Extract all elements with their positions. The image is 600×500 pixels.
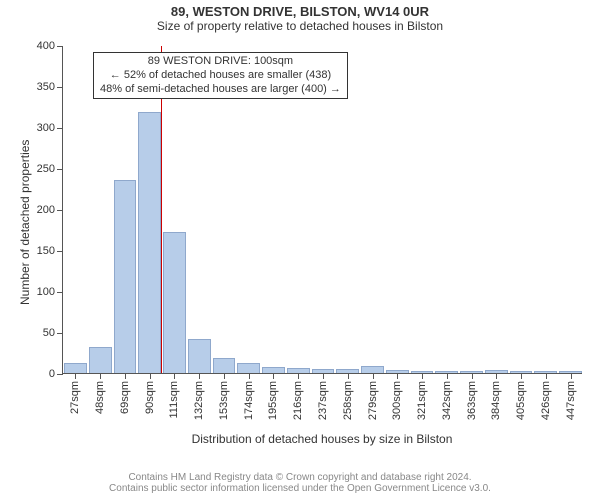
histogram-bar: [89, 347, 112, 373]
histogram-bar: [114, 180, 137, 373]
plot-region: 05010015020025030035040027sqm48sqm69sqm9…: [62, 46, 582, 374]
histogram-bar: [188, 339, 211, 373]
y-tick-label: 50: [43, 327, 55, 339]
annotation-line: 48% of semi-detached houses are larger (…: [100, 83, 341, 97]
x-tick-label: 153sqm: [218, 381, 230, 420]
y-tick-label: 150: [37, 245, 55, 257]
x-tick: [447, 373, 448, 379]
x-tick: [174, 373, 175, 379]
x-tick: [348, 373, 349, 379]
x-tick-label: 90sqm: [144, 381, 156, 414]
chart-container: 89, WESTON DRIVE, BILSTON, WV14 0UR Size…: [0, 0, 600, 500]
x-tick: [199, 373, 200, 379]
y-tick: [57, 128, 63, 129]
x-tick-label: 447sqm: [565, 381, 577, 420]
histogram-bar: [138, 112, 161, 373]
x-tick: [249, 373, 250, 379]
y-tick: [57, 292, 63, 293]
y-axis-title: Number of detached properties: [18, 140, 32, 305]
y-tick-label: 100: [37, 286, 55, 298]
x-tick-label: 342sqm: [441, 381, 453, 420]
x-tick-label: 111sqm: [168, 381, 180, 419]
x-tick-label: 321sqm: [416, 381, 428, 420]
x-tick-label: 237sqm: [317, 381, 329, 420]
y-tick-label: 350: [37, 81, 55, 93]
x-tick-label: 216sqm: [292, 381, 304, 420]
annotation-box: 89 WESTON DRIVE: 100sqm← 52% of detached…: [93, 52, 348, 99]
x-tick-label: 48sqm: [94, 381, 106, 414]
y-tick: [57, 169, 63, 170]
x-tick: [100, 373, 101, 379]
histogram-bar: [237, 363, 260, 373]
x-tick: [273, 373, 274, 379]
y-tick: [57, 374, 63, 375]
y-tick: [57, 251, 63, 252]
histogram-bar: [213, 358, 236, 373]
x-tick-label: 258sqm: [342, 381, 354, 420]
x-tick-label: 195sqm: [267, 381, 279, 420]
y-tick: [57, 333, 63, 334]
y-tick-label: 400: [37, 40, 55, 52]
x-tick: [75, 373, 76, 379]
x-tick: [224, 373, 225, 379]
annotation-line: ← 52% of detached houses are smaller (43…: [100, 69, 341, 83]
histogram-bar: [64, 363, 87, 373]
x-tick-label: 426sqm: [540, 381, 552, 420]
y-tick-label: 300: [37, 122, 55, 134]
x-tick: [521, 373, 522, 379]
x-tick-label: 279sqm: [367, 381, 379, 420]
x-tick-label: 405sqm: [515, 381, 527, 420]
y-tick-label: 250: [37, 163, 55, 175]
attribution-line: Contains HM Land Registry data © Crown c…: [0, 472, 600, 483]
x-tick-label: 27sqm: [69, 381, 81, 414]
chart-area: 0 50 100 150 200 250 300 350 400 27sqm 48sqm 69sqm 9…: [0, 0, 600, 500]
x-tick-label: 132sqm: [193, 381, 205, 420]
x-tick: [546, 373, 547, 379]
y-tick-label: 200: [37, 204, 55, 216]
x-tick: [472, 373, 473, 379]
annotation-line: 89 WESTON DRIVE: 100sqm: [100, 55, 341, 69]
x-tick-label: 69sqm: [119, 381, 131, 414]
x-tick: [298, 373, 299, 379]
histogram-bar: [163, 232, 186, 373]
y-tick: [57, 46, 63, 47]
x-tick: [373, 373, 374, 379]
x-tick-label: 363sqm: [466, 381, 478, 420]
x-tick-label: 174sqm: [243, 381, 255, 420]
y-tick-label: 0: [49, 368, 55, 380]
x-tick-label: 384sqm: [490, 381, 502, 420]
x-tick: [150, 373, 151, 379]
x-tick: [422, 373, 423, 379]
x-tick: [496, 373, 497, 379]
y-tick: [57, 87, 63, 88]
x-tick: [571, 373, 572, 379]
x-tick: [323, 373, 324, 379]
x-axis-title: Distribution of detached houses by size …: [62, 432, 582, 446]
y-tick: [57, 210, 63, 211]
x-tick: [397, 373, 398, 379]
attribution-line: Contains public sector information licen…: [0, 483, 600, 494]
attribution: Contains HM Land Registry data © Crown c…: [0, 472, 600, 494]
x-tick: [125, 373, 126, 379]
x-tick-label: 300sqm: [391, 381, 403, 420]
